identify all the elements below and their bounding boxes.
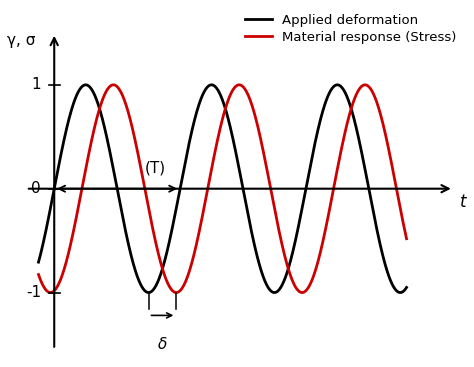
Material response (Stress) bbox=[55, 284, 60, 288]
Text: γ, σ: γ, σ bbox=[7, 33, 36, 48]
Material response (Stress) bbox=[393, 184, 399, 189]
Applied deformation bbox=[404, 285, 410, 290]
Material response (Stress) bbox=[393, 185, 399, 190]
Material response (Stress) bbox=[237, 83, 242, 87]
Legend: Applied deformation, Material response (Stress): Applied deformation, Material response (… bbox=[245, 14, 456, 44]
Text: -1: -1 bbox=[26, 285, 41, 300]
Applied deformation bbox=[393, 288, 399, 292]
Text: t: t bbox=[460, 193, 466, 211]
Material response (Stress) bbox=[404, 236, 410, 241]
Applied deformation bbox=[326, 92, 331, 97]
Text: (T): (T) bbox=[144, 160, 165, 175]
Text: $\delta$: $\delta$ bbox=[157, 336, 168, 352]
Material response (Stress) bbox=[36, 272, 41, 277]
Line: Applied deformation: Applied deformation bbox=[38, 85, 407, 292]
Text: 0: 0 bbox=[31, 181, 41, 196]
Material response (Stress) bbox=[326, 212, 331, 216]
Applied deformation bbox=[55, 171, 60, 175]
Applied deformation bbox=[146, 290, 152, 295]
Applied deformation bbox=[335, 83, 340, 87]
Applied deformation bbox=[36, 260, 41, 264]
Applied deformation bbox=[215, 87, 220, 92]
Line: Material response (Stress): Material response (Stress) bbox=[38, 85, 407, 292]
Material response (Stress) bbox=[47, 290, 53, 295]
Text: 1: 1 bbox=[31, 77, 41, 92]
Applied deformation bbox=[393, 288, 399, 292]
Material response (Stress) bbox=[215, 137, 220, 142]
Applied deformation bbox=[205, 84, 211, 89]
Material response (Stress) bbox=[205, 186, 211, 190]
